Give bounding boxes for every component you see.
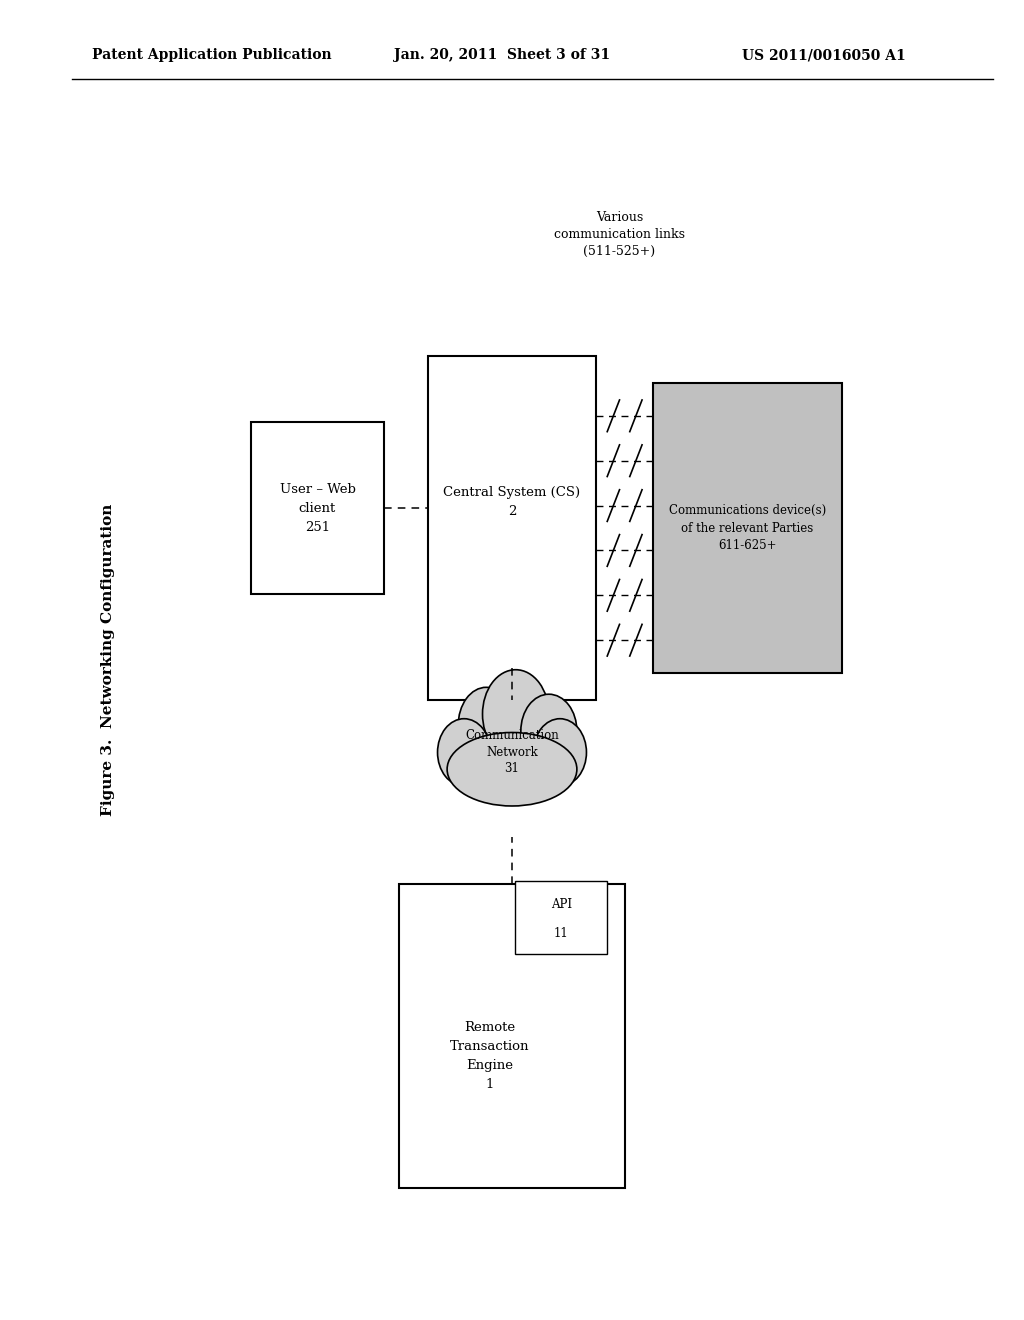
Text: Figure 3.  Networking Configuration: Figure 3. Networking Configuration [100, 504, 115, 816]
Text: Patent Application Publication: Patent Application Publication [92, 49, 332, 62]
Text: Communications device(s)
of the relevant Parties
611-625+: Communications device(s) of the relevant… [669, 504, 826, 552]
Bar [251, 422, 384, 594]
Text: Communication
Network
31: Communication Network 31 [465, 730, 559, 775]
Text: 11: 11 [554, 927, 568, 940]
Ellipse shape [458, 688, 514, 764]
Bar [653, 383, 842, 673]
Text: API: API [551, 898, 571, 911]
Text: User – Web
client
251: User – Web client 251 [280, 483, 355, 533]
Text: Jan. 20, 2011  Sheet 3 of 31: Jan. 20, 2011 Sheet 3 of 31 [394, 49, 610, 62]
Ellipse shape [482, 669, 549, 759]
Text: Various
communication links
(511-525+): Various communication links (511-525+) [554, 211, 685, 259]
Text: US 2011/0016050 A1: US 2011/0016050 A1 [742, 49, 906, 62]
Text: Remote
Transaction
Engine
1: Remote Transaction Engine 1 [450, 1020, 529, 1092]
Bar [428, 356, 596, 700]
Ellipse shape [521, 694, 577, 768]
Text: Central System (CS)
2: Central System (CS) 2 [443, 486, 581, 517]
Bar [399, 884, 625, 1188]
Ellipse shape [447, 733, 577, 807]
Bar [515, 882, 607, 953]
Ellipse shape [534, 718, 587, 787]
Ellipse shape [437, 718, 490, 787]
